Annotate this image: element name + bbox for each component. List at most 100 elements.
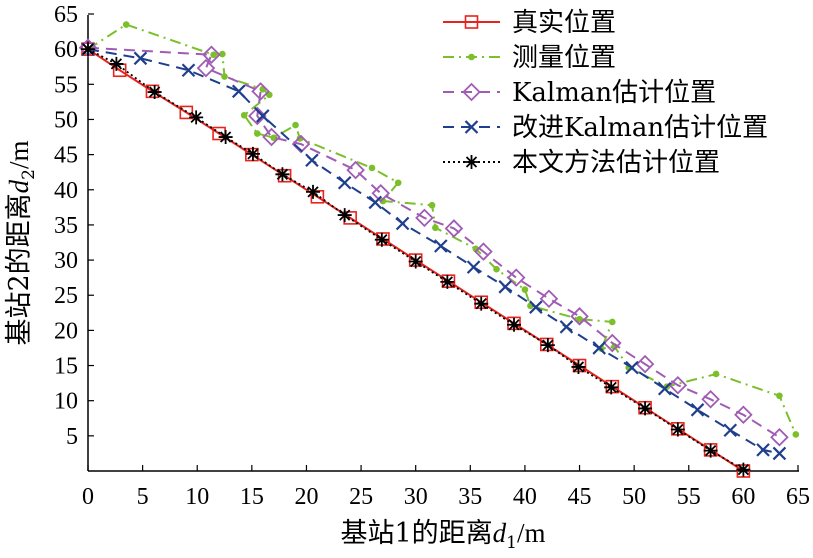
diamond-marker	[734, 405, 753, 425]
dot-marker	[270, 134, 277, 142]
x-marker	[181, 63, 196, 78]
square-marker	[277, 168, 292, 183]
dot-marker	[292, 121, 299, 129]
legend-label: 测量位置	[512, 43, 616, 73]
x-marker	[723, 423, 738, 437]
y-tick-label: 60	[54, 37, 78, 63]
star-marker	[571, 359, 586, 374]
x-marker	[756, 443, 770, 457]
x-tick-label: 50	[622, 484, 646, 510]
x-marker	[434, 239, 448, 253]
dot-marker	[122, 21, 130, 28]
dot-marker	[792, 431, 800, 438]
x-tick-label: 5	[137, 484, 149, 510]
x-marker	[255, 109, 270, 123]
dot-marker	[609, 318, 616, 326]
star-marker	[147, 85, 162, 100]
x-tick-label: 10	[185, 484, 209, 510]
diamond-marker	[474, 242, 493, 261]
y-tick-label: 55	[54, 72, 78, 98]
y-tick-label: 25	[54, 283, 78, 309]
dot-marker	[368, 164, 376, 172]
legend-marker	[464, 155, 479, 169]
y-axis-title: 基站2的距离d2/m	[4, 140, 39, 345]
diamond-marker	[635, 354, 655, 374]
legend-label: 本文方法估计位置	[512, 148, 720, 178]
star-marker	[337, 208, 352, 223]
dot-marker	[428, 201, 436, 209]
star-marker	[440, 274, 455, 289]
star-marker	[474, 296, 489, 311]
series-group	[78, 21, 800, 478]
y-tick-label: 45	[54, 143, 78, 169]
dot-marker	[254, 130, 261, 137]
series-line	[87, 23, 797, 435]
x-marker	[498, 280, 513, 294]
x-marker	[395, 216, 410, 231]
x-marker	[337, 175, 352, 190]
series-3	[81, 42, 787, 461]
x-tick-label: 30	[404, 484, 428, 510]
x-tick-label: 35	[458, 484, 482, 510]
x-tick-label: 40	[513, 484, 537, 510]
axes	[87, 15, 799, 472]
star-marker	[374, 232, 389, 247]
star-marker	[507, 317, 521, 332]
star-marker	[306, 184, 321, 199]
diamond-marker	[603, 333, 622, 353]
series-1	[84, 21, 800, 438]
diamond-marker	[701, 390, 720, 409]
star-marker	[604, 380, 619, 395]
legend-label: Kalman估计位置	[512, 78, 716, 108]
x-marker	[657, 381, 672, 396]
x-marker	[529, 300, 543, 314]
square-marker	[310, 190, 325, 204]
x-marker	[231, 84, 246, 99]
diamond-marker	[196, 58, 216, 78]
y-ticks: 5 10 15 20 25 30 35 40 45 50 55 60 65	[54, 2, 94, 450]
legend-item: 改进Kalman估计位置	[443, 113, 768, 143]
diamond-marker	[770, 427, 789, 447]
x-tick-label: 15	[240, 484, 264, 510]
x-ticks: 0 5 10 15 20 25 30 35 40 45 50 55 60 65	[82, 465, 810, 510]
star-marker	[408, 254, 423, 269]
diamond-marker	[248, 106, 267, 126]
diamond-marker	[444, 219, 464, 238]
dot-marker	[394, 179, 402, 187]
y-tick-label: 35	[54, 213, 78, 239]
dot-marker	[219, 50, 226, 58]
diamond-marker	[570, 307, 589, 326]
star-marker	[218, 130, 233, 145]
x-marker	[772, 446, 787, 461]
legend-label: 真实位置	[512, 8, 616, 38]
diamond-marker	[291, 134, 311, 154]
x-tick-label: 60	[731, 484, 755, 510]
x-marker	[690, 403, 705, 417]
x-tick-label: 65	[786, 484, 810, 510]
diamond-marker	[539, 289, 559, 309]
legend-marker	[462, 82, 481, 102]
star-marker	[81, 42, 95, 57]
dot-marker	[432, 224, 439, 232]
y-tick-label: 65	[54, 2, 78, 28]
diamond-marker	[262, 127, 281, 147]
diamond-marker	[415, 208, 434, 228]
x-marker	[592, 341, 606, 355]
x-marker	[368, 195, 383, 210]
diamond-marker	[251, 82, 270, 101]
dot-marker	[521, 286, 529, 293]
legend-marker	[464, 120, 479, 134]
legend-marker	[468, 53, 475, 61]
dot-marker	[576, 315, 583, 323]
star-marker	[275, 167, 290, 182]
dot-marker	[379, 197, 387, 205]
y-tick-label: 15	[54, 354, 78, 380]
y-tick-label: 40	[54, 178, 78, 204]
dot-marker	[240, 111, 248, 119]
legend-marker	[464, 15, 479, 29]
x-tick-label: 25	[349, 484, 373, 510]
diamond-marker	[371, 184, 391, 203]
x-tick-label: 55	[677, 484, 701, 510]
dot-marker	[493, 265, 500, 273]
